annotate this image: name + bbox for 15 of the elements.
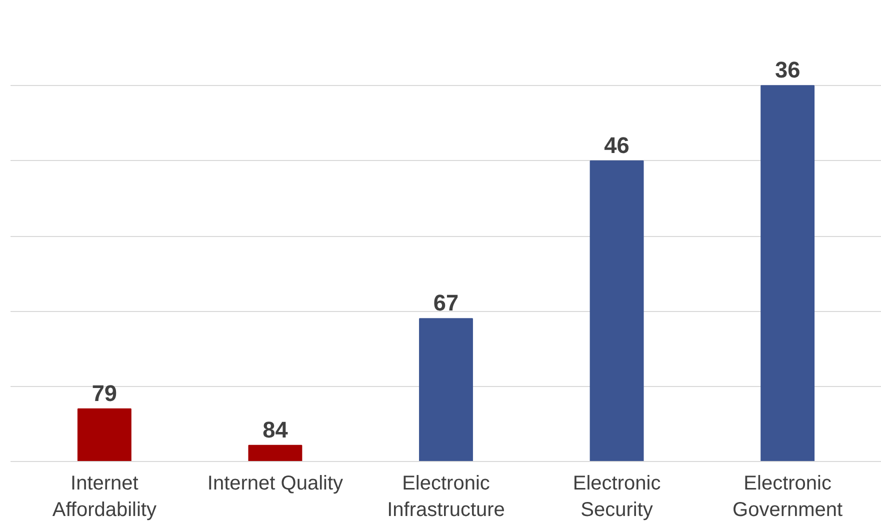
annotation: 36 — [774, 56, 800, 83]
annotation: 79 — [92, 380, 118, 406]
bar — [590, 160, 644, 462]
x-tick-label: Internet Affordability — [52, 472, 157, 521]
bar — [419, 318, 473, 462]
x-tick-label: Electronic Security — [572, 472, 661, 521]
x-tick-label: Electronic Government — [732, 472, 844, 521]
bar — [760, 85, 815, 462]
bar — [248, 444, 302, 462]
bar — [77, 408, 132, 462]
annotation: 67 — [433, 290, 459, 316]
annotation: 84 — [262, 416, 288, 442]
x-tick-label: Electronic Infrastructure — [387, 472, 505, 521]
x-tick-label: Internet Quality — [207, 472, 344, 494]
annotation: 46 — [604, 132, 630, 158]
